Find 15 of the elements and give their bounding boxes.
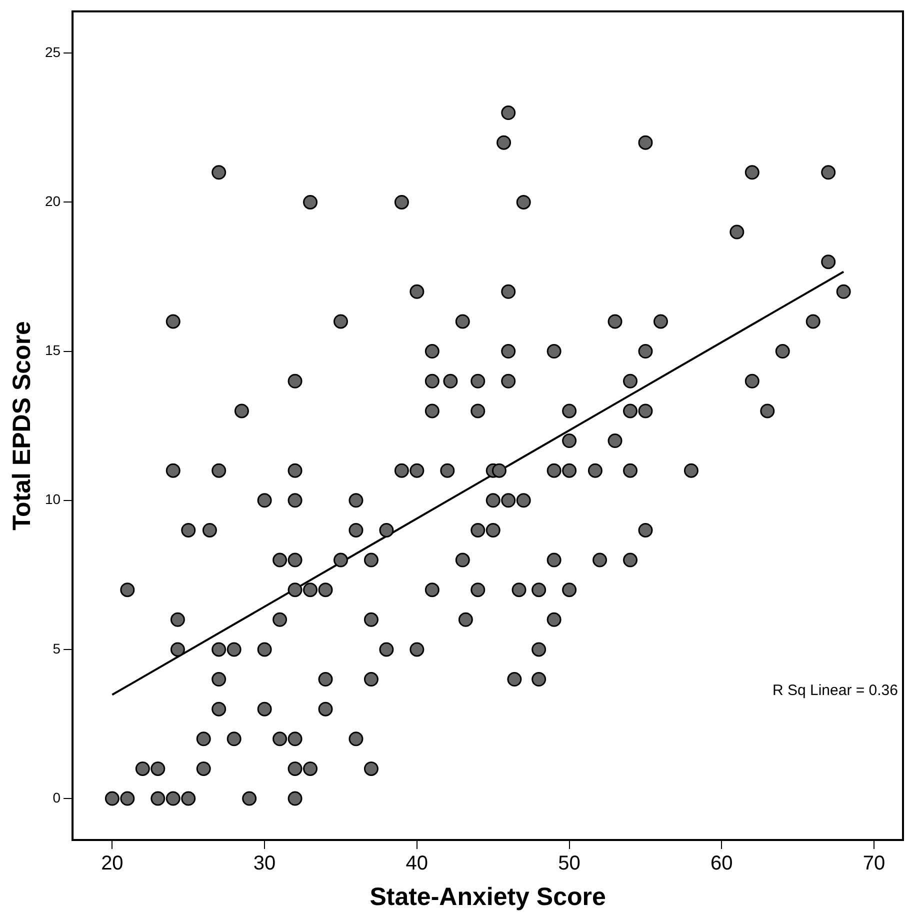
x-axis-title: State-Anxiety Score — [370, 882, 606, 911]
annotation: R Sq Linear = 0.36 — [772, 682, 898, 699]
y-tick-label: 20 — [44, 193, 61, 210]
y-tick-label: 15 — [44, 342, 61, 358]
x-tick-label: 70 — [862, 852, 886, 875]
y-tick-label: 10 — [44, 491, 61, 508]
y-tick-label: 5 — [52, 640, 61, 656]
x-tick-label: 30 — [253, 852, 276, 875]
x-tick-label: 60 — [710, 852, 733, 875]
x-tick-label: 50 — [558, 852, 580, 875]
x-tick-label: 20 — [101, 852, 124, 875]
y-tick-label: 25 — [44, 44, 61, 60]
y-tick-label: 0 — [52, 789, 61, 806]
y-axis-title: Total EPDS Score — [8, 320, 36, 530]
x-tick-label: 40 — [406, 852, 428, 875]
